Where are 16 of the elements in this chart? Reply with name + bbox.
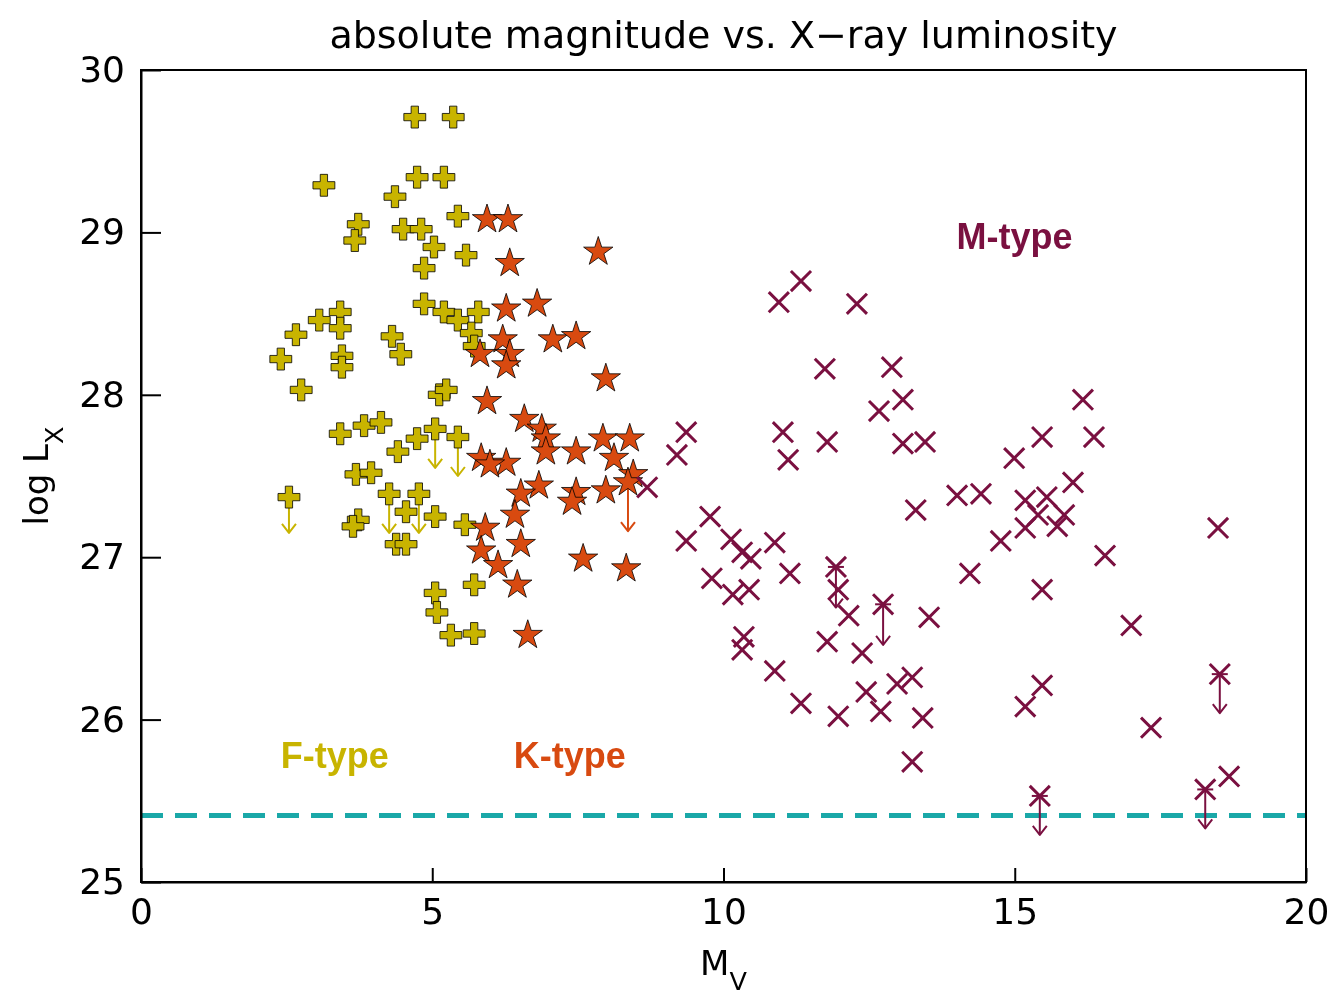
y-tick-label: 29 [79, 211, 125, 253]
x-tick-label: 20 [1283, 890, 1330, 932]
text: F-type [280, 735, 389, 777]
text: M-type [956, 215, 1073, 257]
x-tick-label: 10 [701, 890, 747, 932]
y-tick-label: 28 [79, 373, 125, 415]
y-tick-label: 26 [79, 698, 125, 740]
chart-title: absolute magnitude vs. X−ray luminosity [329, 13, 1118, 57]
x-axis-title: M$_{V}$ [700, 943, 748, 996]
text: K-type [513, 735, 626, 777]
y-tick-label: 25 [79, 861, 125, 903]
x-tick-label: 15 [992, 890, 1039, 932]
y-tick-label: 27 [79, 536, 125, 578]
x-tick-label: 0 [130, 890, 153, 932]
x-tick-label: 5 [421, 890, 445, 932]
y-tick-label: 30 [79, 49, 125, 91]
